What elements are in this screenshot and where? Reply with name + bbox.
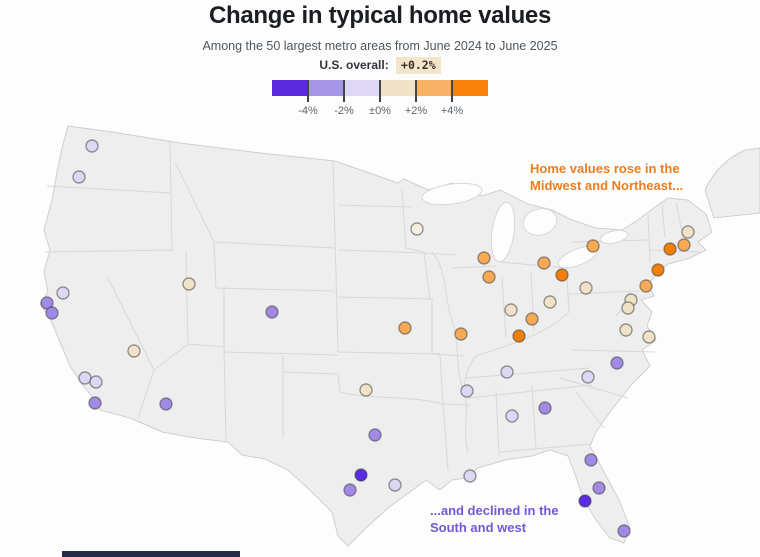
metro-dot[interactable] [543,295,557,309]
metro-dot[interactable] [410,222,424,236]
metro-dot[interactable] [639,279,653,293]
annotation-rose-line1: Home values rose in the [530,161,680,176]
metro-dot[interactable] [642,330,656,344]
scale-segment [344,80,380,96]
scale-tick-label: ±0% [369,105,391,117]
scale-tick-label: -4% [298,105,318,117]
metro-dot[interactable] [265,305,279,319]
annotation-rose-line2: Midwest and Northeast... [530,178,684,193]
metro-dot[interactable] [592,481,606,495]
metro-dot[interactable] [505,409,519,423]
metro-dot[interactable] [584,453,598,467]
metro-dot[interactable] [89,375,103,389]
us-overall-line: U.S. overall: +0.2% [250,57,510,74]
legend: U.S. overall: +0.2% -4% -2% ±0% +2% +4% [250,57,510,124]
metro-dot[interactable] [85,139,99,153]
metro-dot[interactable] [579,281,593,295]
us-overall-label: U.S. overall: [319,58,389,72]
scale-tick-label: -2% [334,105,354,117]
metro-dot[interactable] [45,306,59,320]
metro-dot[interactable] [56,286,70,300]
annotation-declined-line2: South and west [430,520,527,535]
metro-dot[interactable] [354,468,368,482]
state-borders [44,139,701,471]
metro-dot[interactable] [578,494,592,508]
scale-segment [272,80,308,96]
metro-dot[interactable] [617,524,631,538]
metro-dot[interactable] [359,383,373,397]
lake-huron-icon [522,208,558,236]
us-overall-value: +0.2% [396,57,441,74]
cutoff-element [62,551,240,557]
metro-dot[interactable] [537,256,551,270]
metro-dot[interactable] [388,478,402,492]
metro-dot[interactable] [621,301,635,315]
metro-dots-layer [40,139,695,538]
lake-ontario-icon [599,229,629,245]
annotation-declined-line1: ...and declined in the [430,503,559,518]
metro-dot[interactable] [398,321,412,335]
scale-bar [272,80,488,96]
header: Change in typical home values Among the … [0,0,760,53]
annotation-rose: Home values rose in the Midwest and Nort… [530,160,683,194]
metro-dot[interactable] [78,371,92,385]
metro-dot[interactable] [463,469,477,483]
metro-dot[interactable] [619,323,633,337]
metro-dot[interactable] [677,238,691,252]
metro-dot[interactable] [504,303,518,317]
metro-dot[interactable] [525,312,539,326]
metro-dot[interactable] [72,170,86,184]
metro-dot[interactable] [651,263,665,277]
metro-dot[interactable] [555,268,569,282]
metro-dot[interactable] [581,370,595,384]
color-scale: -4% -2% ±0% +2% +4% [272,80,488,124]
metro-dot[interactable] [343,483,357,497]
scale-segment [308,80,344,96]
canada-landmass [704,147,760,219]
metro-dot[interactable] [477,251,491,265]
metro-dot[interactable] [88,396,102,410]
lake-michigan-icon [490,201,516,263]
metro-dot[interactable] [127,344,141,358]
scale-segment [380,80,416,96]
annotation-declined: ...and declined in the South and west [430,502,559,536]
page-subtitle: Among the 50 largest metro areas from Ju… [202,39,558,53]
scale-tick-label: +4% [440,105,464,117]
metro-dot[interactable] [512,329,526,343]
scale-segment [452,80,488,96]
metro-dot[interactable] [460,384,474,398]
metro-dot[interactable] [586,239,600,253]
metro-dot[interactable] [538,401,552,415]
metro-dot[interactable] [454,327,468,341]
metro-dot[interactable] [610,356,624,370]
scale-segment [416,80,452,96]
metro-dot[interactable] [182,277,196,291]
metro-dot[interactable] [500,365,514,379]
metro-dot[interactable] [159,397,173,411]
metro-dot[interactable] [681,225,695,239]
lake-superior-icon [421,182,483,206]
scale-tick-label: +2% [404,105,428,117]
metro-dot[interactable] [663,242,677,256]
page-title: Change in typical home values [208,2,552,29]
metro-dot[interactable] [368,428,382,442]
metro-dot[interactable] [482,270,496,284]
